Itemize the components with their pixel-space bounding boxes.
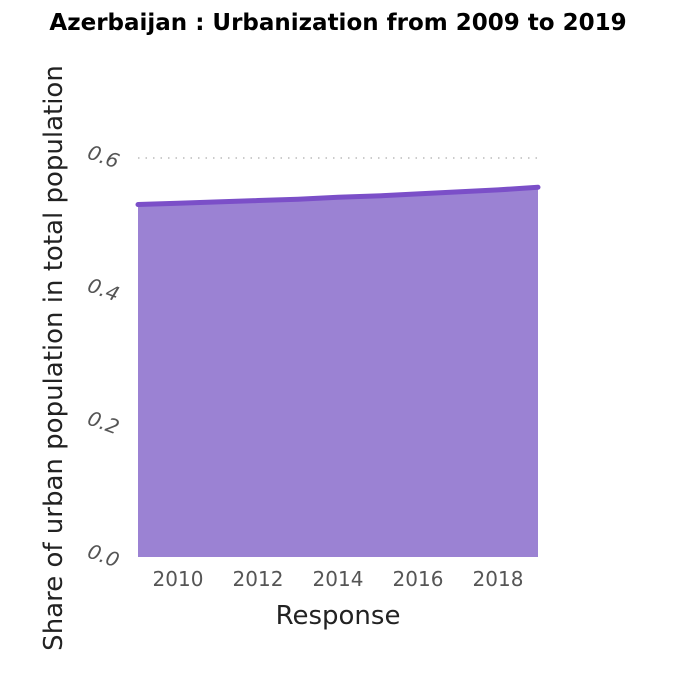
- y-axis-ticks: 0.0 0.2 0.4 0.6: [84, 140, 122, 572]
- x-tick-label: 2016: [393, 567, 444, 591]
- chart-title: Azerbaijan : Urbanization from 2009 to 2…: [49, 10, 626, 36]
- x-axis-ticks: 2010 2012 2014 2016 2018: [153, 567, 524, 591]
- y-tick-label: 0.6: [84, 140, 122, 173]
- x-tick-label: 2010: [153, 567, 204, 591]
- series-line: [135, 184, 541, 208]
- y-tick-label: 0.4: [84, 273, 122, 306]
- x-tick-label: 2018: [473, 567, 524, 591]
- plot-area: [135, 184, 541, 557]
- x-axis-label: Response: [276, 601, 401, 631]
- y-tick-label: 0.2: [84, 406, 122, 439]
- y-axis-label: Share of urban population in total popul…: [39, 65, 69, 651]
- x-tick-label: 2014: [313, 567, 364, 591]
- area-fill: [138, 187, 538, 557]
- x-tick-label: 2012: [233, 567, 284, 591]
- y-tick-label: 0.0: [84, 539, 122, 572]
